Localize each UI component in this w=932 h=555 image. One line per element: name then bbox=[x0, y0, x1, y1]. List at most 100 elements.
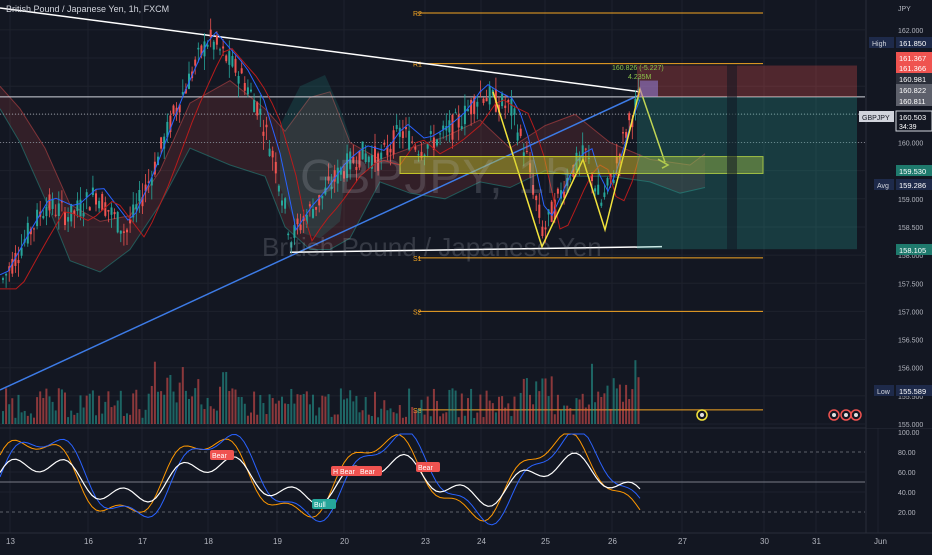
candle-body bbox=[95, 193, 97, 205]
volume-bar bbox=[17, 394, 20, 424]
candle-body bbox=[569, 178, 572, 180]
volume-bar bbox=[467, 398, 469, 424]
volume-bar bbox=[184, 390, 187, 424]
event-marker-dot bbox=[844, 413, 848, 417]
candle-body bbox=[243, 83, 246, 91]
volume-bar bbox=[14, 417, 17, 424]
price-badge-value: 160.822 bbox=[899, 86, 926, 95]
candle-body bbox=[64, 211, 66, 226]
price-badge: 161.366 bbox=[896, 62, 932, 73]
volume-bar bbox=[401, 417, 404, 424]
candle-body bbox=[460, 126, 463, 130]
volume-bar bbox=[367, 414, 370, 424]
candle-body bbox=[501, 93, 504, 107]
volume-bar bbox=[383, 400, 386, 424]
volume-bar bbox=[343, 399, 345, 424]
pivot-label-s1: S1 bbox=[413, 256, 422, 263]
volume-bar bbox=[429, 416, 432, 424]
candle-body bbox=[628, 113, 631, 121]
volume-bar bbox=[612, 378, 615, 424]
volume-bar bbox=[166, 377, 169, 424]
volume-bar bbox=[119, 390, 122, 424]
price-tick-label: 162.000 bbox=[898, 28, 923, 35]
candle-body bbox=[107, 210, 110, 212]
volume-bar bbox=[188, 398, 190, 424]
candle-body bbox=[91, 187, 94, 196]
target-zone-box bbox=[399, 156, 764, 174]
volume-bar bbox=[132, 393, 135, 424]
time-tick-label: 18 bbox=[204, 537, 213, 546]
tenkan-line bbox=[0, 31, 641, 276]
volume-bar bbox=[305, 391, 308, 424]
candle-body bbox=[234, 58, 237, 73]
volume-bar bbox=[88, 393, 91, 424]
candle-body bbox=[76, 200, 79, 212]
volume-bar bbox=[110, 407, 113, 424]
volume-bar bbox=[398, 405, 401, 424]
volume-bar bbox=[60, 389, 63, 424]
volume-bar bbox=[324, 396, 327, 424]
volume-bar bbox=[308, 404, 311, 424]
volume-bar bbox=[175, 402, 178, 424]
price-badge: 160.822 bbox=[896, 84, 932, 95]
price-badge-value: 158.105 bbox=[899, 246, 926, 255]
price-badge: 160.981 bbox=[896, 73, 932, 84]
volume-bar bbox=[380, 408, 383, 424]
candle-body bbox=[349, 151, 352, 170]
candle-body bbox=[556, 188, 559, 194]
volume-bar bbox=[321, 395, 324, 424]
stoch-marker-bull: Bull bbox=[312, 499, 336, 509]
ichimoku-cloud bbox=[0, 80, 705, 272]
candle-body bbox=[228, 51, 231, 65]
volume-bar bbox=[556, 394, 559, 424]
candle-body bbox=[346, 153, 349, 179]
stoch-marker-bear: Bear bbox=[210, 450, 234, 460]
volume-bar bbox=[603, 393, 606, 424]
price-tick-label: 157.500 bbox=[898, 281, 923, 288]
candle-body bbox=[432, 137, 435, 150]
volume-bar bbox=[432, 388, 435, 424]
candle-body bbox=[175, 107, 178, 114]
volume-bar bbox=[476, 412, 479, 424]
candle-body bbox=[467, 109, 469, 111]
candle-body bbox=[370, 155, 373, 169]
volume-bar bbox=[95, 415, 97, 424]
volume-bar bbox=[203, 409, 206, 424]
candle-body bbox=[169, 115, 172, 133]
candle-body bbox=[606, 178, 609, 186]
volume-bar bbox=[271, 398, 274, 424]
candle-body bbox=[246, 87, 249, 95]
candle-body bbox=[287, 233, 290, 236]
candle-body bbox=[237, 75, 240, 84]
volume-bar bbox=[560, 410, 562, 424]
price-tick-label: 158.000 bbox=[898, 253, 923, 260]
candle-body bbox=[609, 173, 612, 180]
volume-bar bbox=[104, 401, 107, 424]
candle-body bbox=[333, 170, 336, 182]
price-badge-value: 160.981 bbox=[899, 75, 926, 84]
candle-body bbox=[219, 49, 221, 51]
volume-bar bbox=[64, 392, 66, 424]
candle-body bbox=[594, 188, 597, 192]
candle-body bbox=[113, 212, 116, 215]
volume-bar bbox=[290, 388, 293, 424]
time-tick-label: 17 bbox=[138, 537, 147, 546]
volume-bar bbox=[302, 394, 305, 424]
candle-body bbox=[129, 219, 132, 224]
volume-bar bbox=[42, 397, 45, 424]
volume-bar bbox=[191, 396, 194, 424]
volume-bar bbox=[550, 376, 553, 424]
candle-body bbox=[386, 145, 389, 156]
candle-body bbox=[296, 218, 299, 225]
candle-body bbox=[101, 193, 104, 211]
candle-body bbox=[522, 152, 525, 157]
time-tick-label: 16 bbox=[84, 537, 93, 546]
price-badge: 161.367 bbox=[896, 52, 932, 63]
event-marker-dot bbox=[854, 413, 858, 417]
volume-bar bbox=[299, 394, 302, 424]
position-volume-text: 4.235M bbox=[628, 74, 652, 81]
candle-body bbox=[67, 217, 70, 222]
candle-body bbox=[274, 161, 277, 174]
candle-body bbox=[277, 185, 280, 192]
